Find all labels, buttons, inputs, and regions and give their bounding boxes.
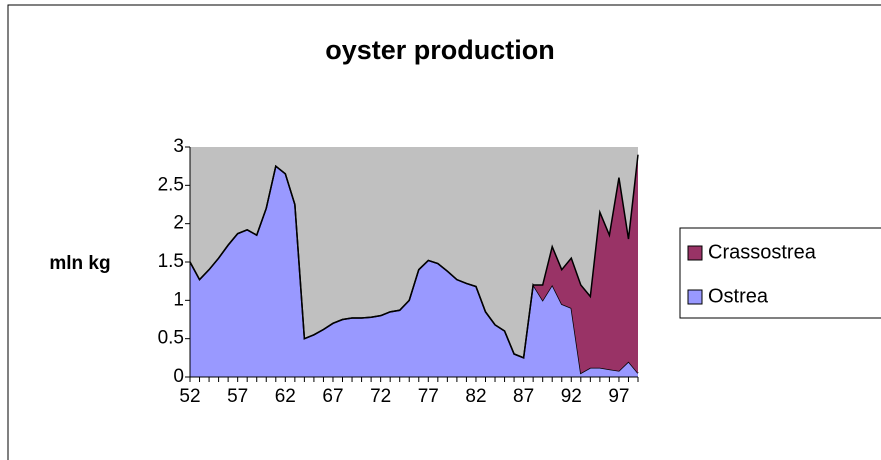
y-tick-label: 0 — [173, 366, 184, 387]
y-tick-label: 1.5 — [158, 251, 184, 272]
legend-label: Crassostrea — [708, 241, 817, 263]
x-tick-label: 77 — [418, 386, 439, 407]
x-tick-label: 82 — [465, 386, 486, 407]
area — [190, 166, 638, 377]
x-tick-label: 97 — [608, 386, 629, 407]
y-tick-label: 0.5 — [158, 328, 184, 349]
y-tick-label: 3 — [173, 136, 184, 157]
x-tick-label: 57 — [227, 386, 248, 407]
x-tick-label: 87 — [513, 386, 534, 407]
chart-title: oyster production — [325, 35, 555, 65]
legend-swatch — [687, 289, 703, 305]
y-tick-label: 2 — [173, 213, 184, 234]
x-tick-label: 67 — [322, 386, 343, 407]
x-tick-label: 72 — [370, 386, 391, 407]
y-axis-label: mln kg — [49, 253, 110, 274]
x-tick-label: 92 — [561, 386, 582, 407]
y-tick-label: 1 — [173, 289, 184, 310]
area-outline — [189, 154, 639, 359]
x-tick-label: 52 — [179, 386, 200, 407]
legend-swatch — [687, 245, 703, 261]
legend-label: Ostrea — [708, 285, 769, 307]
legend — [679, 227, 881, 319]
x-tick-label: 62 — [275, 386, 296, 407]
y-tick-label: 2.5 — [158, 174, 184, 195]
